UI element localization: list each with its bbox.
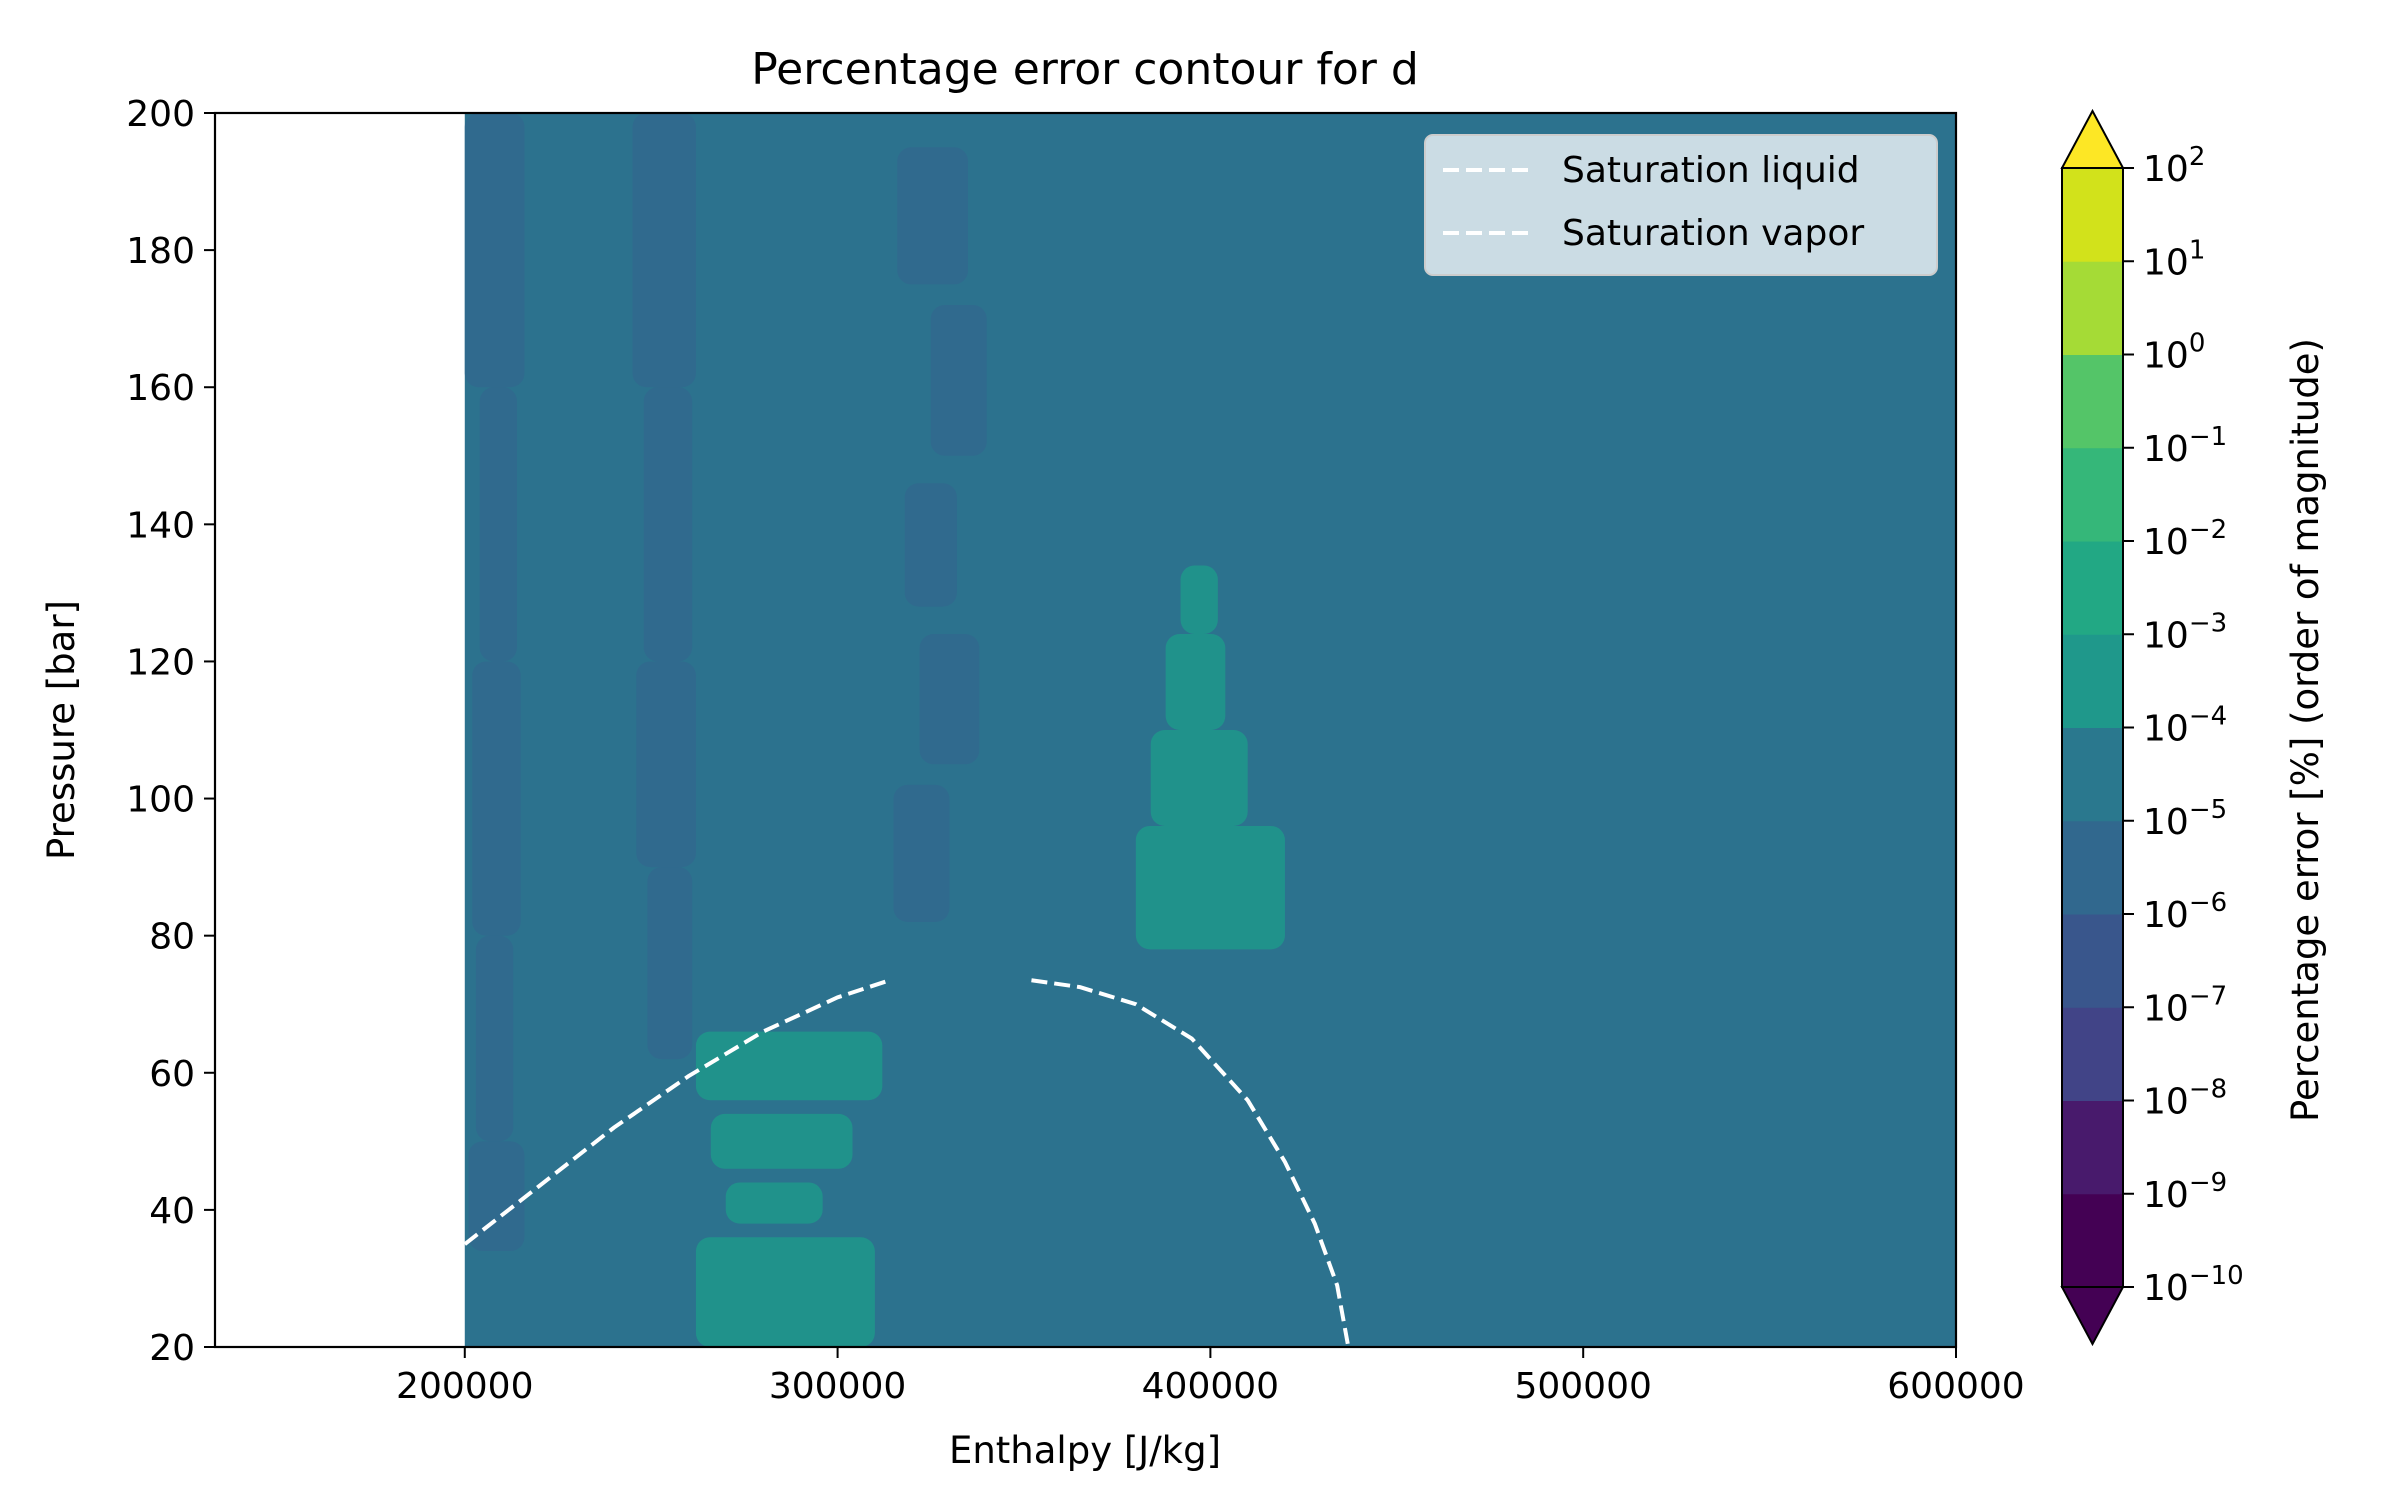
contour-region-low-0-1 <box>479 387 517 662</box>
contour-region-low-2-2 <box>904 483 957 607</box>
colorbar-band <box>2062 447 2123 542</box>
y-tick-label: 40 <box>149 1191 195 1232</box>
colorbar-tick-label: 10−2 <box>2143 515 2227 563</box>
colorbar-extend-under <box>2060 1286 2125 1347</box>
x-tick-label: 500000 <box>1514 1366 1651 1407</box>
colorbar-tick-label: 10−1 <box>2143 422 2227 470</box>
colorbar-band <box>2062 261 2123 355</box>
contour-region-high-0-0 <box>695 1031 883 1101</box>
colorbar-tick-label: 10−9 <box>2143 1168 2227 1216</box>
colorbar-tick-label: 10−8 <box>2143 1075 2227 1123</box>
colorbar-band <box>2062 168 2123 262</box>
contour-region-high-1-3 <box>1180 565 1218 635</box>
contour-region-low-1-3 <box>647 867 693 1060</box>
contour-region-high-1-1 <box>1150 730 1248 826</box>
contour-region-low-1-1 <box>643 387 693 662</box>
colorbar-band <box>2062 1007 2123 1101</box>
series-line-saturation-vapor <box>1031 978 1351 1347</box>
y-tick-label: 180 <box>126 231 195 272</box>
colorbar-band <box>2062 1100 2123 1195</box>
colorbar-tick-label: 10−3 <box>2143 608 2227 656</box>
colorbar-tick-label: 10−10 <box>2143 1261 2244 1309</box>
x-tick-label: 200000 <box>396 1366 533 1407</box>
contour-region-low-2-0 <box>897 147 969 285</box>
colorbar-label: Percentage error [%] (order of magnitude… <box>2284 338 2327 1122</box>
contour-region-high-0-3 <box>695 1237 875 1347</box>
y-tick-label: 20 <box>149 1328 195 1369</box>
y-axis-label: Pressure [bar] <box>40 600 83 860</box>
contour-region-low-0-4 <box>468 1141 525 1252</box>
y-tick-label: 120 <box>126 642 195 683</box>
contour-region-low-2-3 <box>919 634 980 765</box>
x-tick-label: 300000 <box>769 1366 906 1407</box>
colorbar-band <box>2062 541 2123 635</box>
y-tick-label: 60 <box>149 1054 195 1095</box>
contour-region-high-0-1 <box>710 1113 853 1169</box>
colorbar-tick-label: 101 <box>2143 235 2205 283</box>
y-tick-label: 140 <box>126 505 195 546</box>
colorbar-band <box>2062 820 2123 915</box>
contour-region-low-1-2 <box>636 661 696 868</box>
contour-region-high-1-2 <box>1165 634 1226 730</box>
colorbar-band <box>2062 727 2123 822</box>
colorbar-band <box>2062 1193 2123 1288</box>
series-line-saturation-liquid <box>463 978 891 1246</box>
colorbar: 10−10 10−9 10−8 10−7 10−6 10−5 10−4 10−3 10−2 10−… <box>2060 108 2244 1347</box>
contour-region-low-0-2 <box>472 661 521 936</box>
x-axis-label: Enthalpy [J/kg] <box>949 1429 1221 1472</box>
plot-frame <box>213 111 1958 1349</box>
y-tick-label: 80 <box>149 917 195 958</box>
colorbar-band <box>2062 354 2123 449</box>
colorbar-band <box>2062 914 2123 1008</box>
contour-region-high-1-0 <box>1135 825 1285 950</box>
colorbar-tick-label: 10−7 <box>2143 981 2227 1029</box>
colorbar-tick-label: 10−6 <box>2143 888 2227 936</box>
contour-region-low-2-4 <box>893 784 950 922</box>
contour-region-low-0-0 <box>464 113 525 388</box>
contour-region-low-1-0 <box>632 113 696 388</box>
chart-title: Percentage error contour for d <box>751 44 1419 95</box>
colorbar-tick-label: 10−5 <box>2143 795 2227 843</box>
contour-region-low-0-3 <box>475 935 514 1142</box>
contour-region-high-0-2 <box>725 1182 823 1224</box>
legend: Saturation liquid Saturation vapor <box>1424 134 1938 276</box>
colorbar-tick-label: 102 <box>2143 142 2205 190</box>
y-tick-label: 100 <box>126 780 195 821</box>
colorbar-tick-label: 10−4 <box>2143 702 2227 750</box>
legend-box <box>1424 134 1938 276</box>
legend-label-saturation-vapor: Saturation vapor <box>1562 213 1864 254</box>
x-tick-label: 600000 <box>1887 1366 2024 1407</box>
y-tick-label: 200 <box>126 94 195 135</box>
contour-region-low-2-1 <box>930 304 987 456</box>
legend-label-saturation-liquid: Saturation liquid <box>1562 150 1860 191</box>
colorbar-extend-over <box>2060 108 2125 169</box>
y-tick-label: 160 <box>126 368 195 409</box>
x-tick-label: 400000 <box>1142 1366 1279 1407</box>
colorbar-tick-label: 100 <box>2143 329 2205 377</box>
colorbar-band <box>2062 634 2123 728</box>
